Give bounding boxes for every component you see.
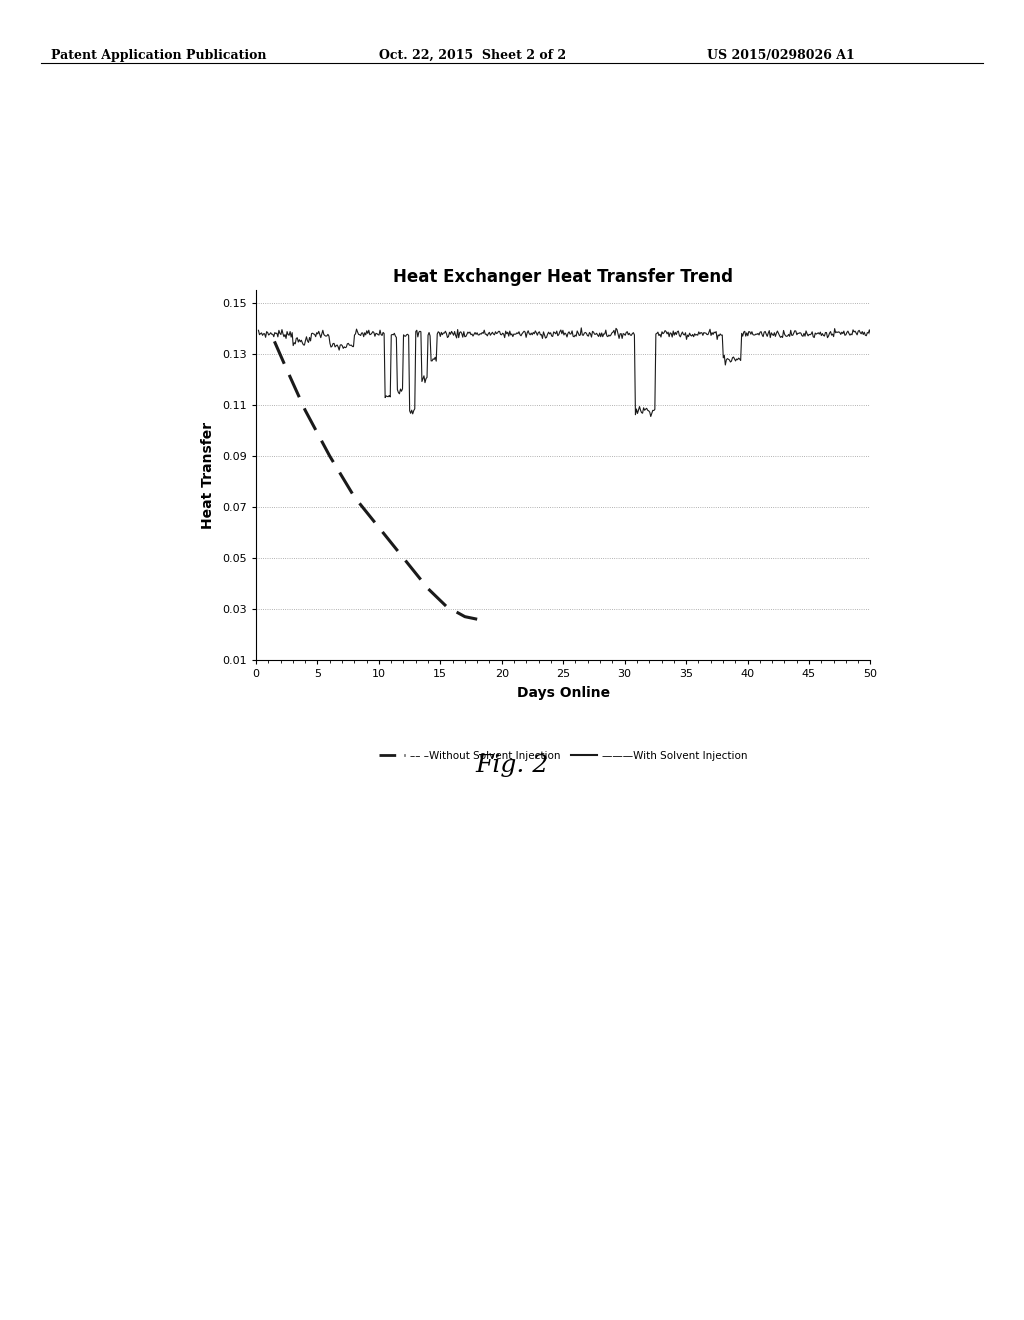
Text: Patent Application Publication: Patent Application Publication (51, 49, 266, 62)
Legend: –– –Without Solvent Injection, ———With Solvent Injection: –– –Without Solvent Injection, ———With S… (375, 747, 752, 764)
X-axis label: Days Online: Days Online (517, 686, 609, 700)
Text: US 2015/0298026 A1: US 2015/0298026 A1 (707, 49, 854, 62)
Title: Heat Exchanger Heat Transfer Trend: Heat Exchanger Heat Transfer Trend (393, 268, 733, 286)
Y-axis label: Heat Transfer: Heat Transfer (202, 421, 215, 529)
Text: Fig. 2: Fig. 2 (475, 754, 549, 777)
Text: Oct. 22, 2015  Sheet 2 of 2: Oct. 22, 2015 Sheet 2 of 2 (379, 49, 566, 62)
